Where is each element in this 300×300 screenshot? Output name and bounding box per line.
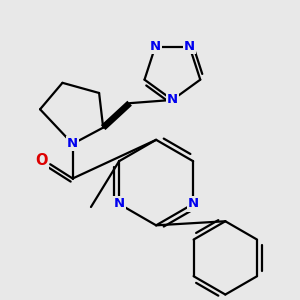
Text: N: N (184, 40, 195, 53)
Text: N: N (167, 93, 178, 106)
Text: O: O (35, 154, 47, 169)
Text: N: N (150, 40, 161, 53)
Text: N: N (188, 197, 199, 210)
Text: N: N (113, 197, 124, 210)
Text: N: N (67, 137, 78, 150)
